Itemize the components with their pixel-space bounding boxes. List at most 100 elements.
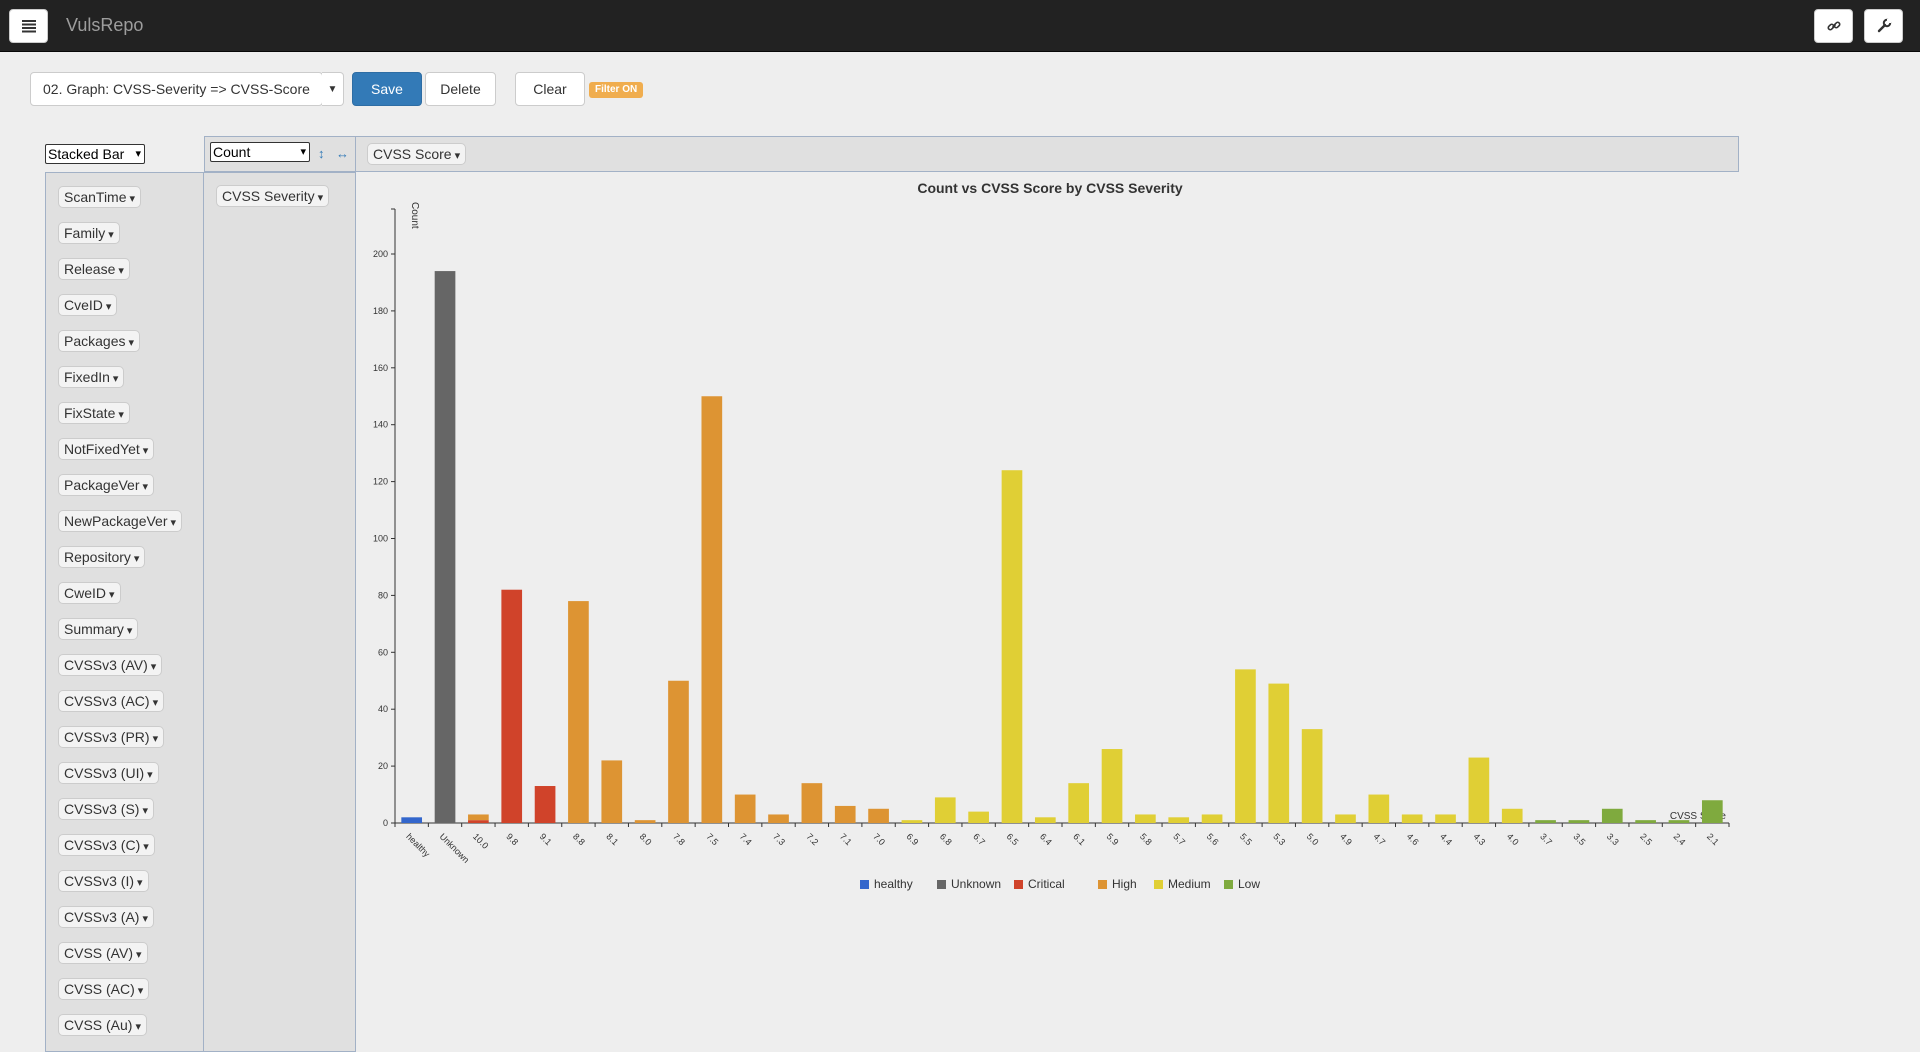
attr-pill[interactable]: CVSSv3 (A) ▾ [58, 906, 154, 928]
y-tick-label: 40 [378, 704, 388, 714]
filter-dropdown-icon[interactable]: ▾ [128, 337, 135, 349]
attr-pill[interactable]: ScanTime ▾ [58, 186, 142, 208]
row-sort-toggle[interactable]: ↕ [318, 146, 325, 161]
attr-pill[interactable]: CVSS (AV) ▾ [58, 942, 148, 964]
attr-pill[interactable]: PackageVer ▾ [58, 474, 155, 496]
saved-view-dropdown-toggle[interactable]: ▼ [322, 72, 344, 106]
app-title[interactable]: VulsRepo [66, 15, 144, 35]
filter-dropdown-icon[interactable]: ▾ [147, 769, 153, 781]
attr-pill[interactable]: CVSSv3 (I) ▾ [58, 870, 149, 892]
filter-dropdown-icon[interactable]: ▾ [137, 985, 144, 997]
attr-pill[interactable]: CveID ▾ [58, 294, 118, 316]
bar-medium [934, 797, 956, 823]
x-tick-label: 5.3 [1271, 831, 1287, 847]
attr-label: FixedIn [64, 369, 110, 385]
attr-pill[interactable]: Repository ▾ [58, 546, 146, 568]
aggregator-select-value: Count [213, 144, 251, 160]
chart-title: Count vs CVSS Score by CVSS Severity [917, 180, 1183, 196]
clear-button[interactable]: Clear [515, 72, 585, 106]
bar-high [468, 814, 489, 821]
attr-pill[interactable]: FixedIn ▾ [58, 366, 125, 388]
bar-medium [1268, 683, 1290, 823]
settings-button[interactable] [1864, 9, 1903, 43]
attr-pill[interactable]: CVSSv3 (AC) ▾ [58, 690, 165, 712]
menu-button[interactable] [9, 9, 48, 43]
unused-attributes-area[interactable]: ScanTime ▾ Family ▾ Release ▾ CveID ▾ Packages ▾ F… [45, 172, 204, 1052]
legend-swatch [1224, 880, 1233, 889]
filter-dropdown-icon[interactable]: ▾ [133, 553, 140, 565]
y-tick-label: 160 [373, 363, 388, 373]
y-tick-label: 120 [373, 477, 388, 487]
attr-pill[interactable]: NewPackageVer ▾ [58, 510, 183, 532]
attr-label: CVSSv3 (I) [64, 873, 135, 889]
bar-medium [1301, 729, 1323, 823]
filter-dropdown-icon[interactable]: ▾ [143, 841, 149, 853]
x-tick-label: 4.6 [1405, 831, 1421, 847]
filter-dropdown-icon[interactable]: ▾ [135, 1021, 141, 1033]
delete-button[interactable]: Delete [425, 72, 496, 106]
x-tick-label: 2.4 [1672, 831, 1688, 847]
x-tick-label: 7.5 [704, 831, 720, 847]
saved-view-select[interactable]: 02. Graph: CVSS-Severity => CVSS-Score [30, 72, 323, 106]
share-link-button[interactable] [1814, 9, 1853, 43]
renderer-select[interactable]: Stacked Bar ▾ [45, 144, 145, 164]
bar-critical [534, 786, 556, 823]
column-attributes-area[interactable] [355, 136, 1739, 172]
bar-high [734, 794, 756, 823]
bar-high [868, 808, 889, 823]
attr-label: Family [64, 225, 106, 241]
filter-dropdown-icon[interactable]: ▾ [142, 805, 148, 817]
attr-pill[interactable]: CVSSv3 (AV) ▾ [58, 654, 163, 676]
filter-dropdown-icon[interactable]: ▾ [108, 229, 114, 241]
filter-dropdown-icon[interactable]: ▾ [129, 193, 136, 205]
bar-low [1601, 808, 1623, 823]
filter-dropdown-icon[interactable]: ▾ [170, 517, 177, 529]
filter-dropdown-icon[interactable]: ▾ [135, 949, 142, 961]
attr-pill[interactable]: CVSSv3 (UI) ▾ [58, 762, 159, 784]
filter-dropdown-icon[interactable]: ▾ [152, 697, 159, 709]
filter-dropdown-icon[interactable]: ▾ [118, 409, 124, 421]
bar-medium [1201, 814, 1223, 823]
filter-dropdown-icon[interactable]: ▾ [142, 913, 148, 925]
col-attr-pill[interactable]: CVSS Score ▾ [367, 143, 467, 165]
filter-dropdown-icon[interactable]: ▾ [137, 877, 143, 889]
attr-pill[interactable]: Summary ▾ [58, 618, 139, 640]
col-sort-toggle[interactable]: ↔ [336, 146, 349, 161]
save-button[interactable]: Save [352, 72, 422, 106]
attr-pill[interactable]: CVSS (Au) ▾ [58, 1014, 147, 1036]
filter-dropdown-icon[interactable]: ▾ [317, 192, 324, 204]
attr-pill[interactable]: CVSSv3 (C) ▾ [58, 834, 155, 856]
aggregator-select[interactable]: Count ▾ [210, 142, 310, 162]
attr-pill[interactable]: FixState ▾ [58, 402, 130, 424]
x-tick-label: 5.0 [1305, 831, 1321, 847]
filter-dropdown-icon[interactable]: ▾ [105, 301, 112, 313]
bar-high [601, 760, 623, 823]
attr-pill[interactable]: CweID ▾ [58, 582, 121, 604]
y-tick-label: 60 [378, 647, 388, 657]
bar-medium [1068, 783, 1090, 823]
filter-dropdown-icon[interactable]: ▾ [454, 150, 461, 162]
filter-dropdown-icon[interactable]: ▾ [112, 373, 119, 385]
attr-pill[interactable]: Family ▾ [58, 222, 120, 244]
filter-dropdown-icon[interactable]: ▾ [118, 265, 124, 277]
filter-dropdown-icon[interactable]: ▾ [109, 589, 115, 601]
filter-dropdown-icon[interactable]: ▾ [142, 445, 149, 457]
row-attributes-area[interactable] [204, 172, 356, 1052]
attr-pill[interactable]: CVSSv3 (PR) ▾ [58, 726, 165, 748]
bar-high [801, 783, 823, 823]
filter-dropdown-icon[interactable]: ▾ [152, 733, 159, 745]
attr-pill[interactable]: Release ▾ [58, 258, 130, 280]
attr-pill[interactable]: CVSSv3 (S) ▾ [58, 798, 154, 820]
row-attr-pill[interactable]: CVSS Severity ▾ [216, 185, 330, 207]
attr-pill[interactable]: Packages ▾ [58, 330, 141, 352]
filter-dropdown-icon[interactable]: ▾ [150, 661, 157, 673]
x-tick-label: 8.8 [571, 831, 587, 847]
bar-high [568, 601, 589, 823]
filter-dropdown-icon[interactable]: ▾ [126, 625, 133, 637]
attr-pill[interactable]: NotFixedYet ▾ [58, 438, 155, 460]
attr-pill[interactable]: CVSS (AC) ▾ [58, 978, 150, 1000]
bar-high [668, 680, 689, 823]
x-tick-label: 2.5 [1638, 831, 1654, 847]
x-tick-label: 6.5 [1005, 831, 1021, 847]
filter-dropdown-icon[interactable]: ▾ [142, 481, 149, 493]
